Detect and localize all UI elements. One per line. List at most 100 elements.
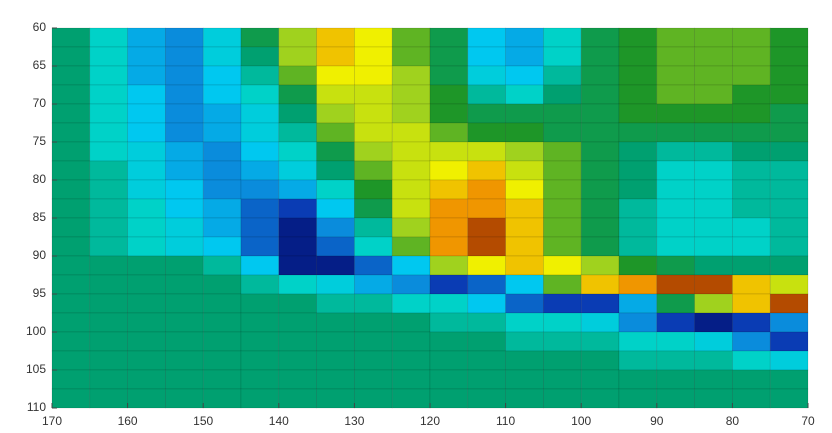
heat-cell — [467, 388, 506, 409]
heat-cell — [240, 65, 280, 86]
heat-cell — [127, 103, 166, 124]
heat-cell — [467, 331, 506, 352]
heat-cell — [165, 350, 204, 371]
heat-cell — [580, 312, 620, 333]
heat-cell — [543, 198, 582, 219]
heat-cell — [354, 27, 393, 48]
heat-cell — [580, 369, 620, 390]
heat-cell — [429, 103, 469, 124]
heat-cell — [127, 179, 166, 200]
x-tick-label: 170 — [42, 414, 62, 428]
x-tick-label: 160 — [118, 414, 138, 428]
heat-cell — [732, 46, 771, 67]
heat-cell — [543, 350, 582, 371]
heat-cell — [278, 331, 317, 352]
heat-cell — [732, 350, 771, 371]
heat-cell — [354, 255, 393, 276]
heat-cell — [467, 350, 506, 371]
heat-cell — [505, 236, 544, 257]
heat-cell — [202, 274, 242, 295]
heat-cell — [732, 312, 771, 333]
heat-cell — [543, 331, 582, 352]
y-tick-label: 60 — [33, 20, 47, 34]
heat-cell — [165, 46, 204, 67]
heat-cell — [732, 217, 771, 238]
heat-cell — [505, 388, 544, 409]
heat-cell — [165, 198, 204, 219]
heat-cell — [202, 198, 242, 219]
heat-cell — [316, 255, 355, 276]
heat-cell — [278, 236, 317, 257]
heat-cell — [618, 122, 658, 143]
heat-cell — [505, 331, 544, 352]
heat-cell — [51, 217, 91, 238]
heat-cell — [278, 198, 317, 219]
heat-cell — [354, 46, 393, 67]
heat-cell — [316, 198, 355, 219]
heat-cell — [202, 141, 242, 162]
heat-cell — [89, 369, 128, 390]
heat-cell — [580, 388, 620, 409]
heat-cell — [316, 179, 355, 200]
heat-cell — [354, 274, 393, 295]
heat-cell — [202, 255, 242, 276]
heat-cell — [694, 388, 733, 409]
y-tick-label: 110 — [27, 400, 46, 414]
heat-cell — [202, 331, 242, 352]
heat-cell — [202, 160, 242, 181]
heat-cell — [202, 122, 242, 143]
heat-cell — [732, 65, 771, 86]
heat-cell — [278, 65, 317, 86]
heat-cell — [354, 160, 393, 181]
heat-cell — [505, 103, 544, 124]
heat-cell — [618, 103, 658, 124]
heat-cell — [89, 331, 128, 352]
heat-cell — [240, 141, 280, 162]
heat-cell — [391, 236, 431, 257]
heat-cell — [732, 331, 771, 352]
heat-cell — [51, 388, 91, 409]
heat-cell — [732, 236, 771, 257]
heat-cell — [89, 350, 128, 371]
heat-cell — [391, 198, 431, 219]
heat-cell — [618, 331, 658, 352]
heat-cell — [769, 27, 809, 48]
heat-cell — [89, 122, 128, 143]
heat-cell — [769, 122, 809, 143]
heat-cell — [694, 331, 733, 352]
heat-cell — [505, 198, 544, 219]
heat-cell — [127, 198, 166, 219]
heat-cell — [618, 369, 658, 390]
heat-cell — [51, 160, 91, 181]
heat-cell — [278, 388, 317, 409]
heat-cell — [769, 65, 809, 86]
heat-cell — [505, 46, 544, 67]
heat-cell — [202, 217, 242, 238]
heat-cell — [429, 141, 469, 162]
heat-cell — [505, 293, 544, 314]
heat-cell — [618, 255, 658, 276]
heat-cell — [656, 312, 695, 333]
heat-cell — [505, 27, 544, 48]
heat-cell — [391, 160, 431, 181]
heat-cell — [202, 46, 242, 67]
heat-cell — [89, 65, 128, 86]
heat-cell — [505, 122, 544, 143]
heat-cell — [354, 350, 393, 371]
x-tick-label: 150 — [193, 414, 213, 428]
heat-cell — [694, 255, 733, 276]
heat-cell — [505, 179, 544, 200]
heat-cell — [391, 293, 431, 314]
heat-cell — [202, 103, 242, 124]
heat-cell — [202, 27, 242, 48]
heat-cell — [769, 217, 809, 238]
x-tick-label: 80 — [726, 414, 740, 428]
heat-cell — [694, 350, 733, 371]
heat-cell — [202, 312, 242, 333]
heat-cell — [165, 369, 204, 390]
heat-cell — [391, 179, 431, 200]
heat-cell — [618, 236, 658, 257]
heat-cell — [580, 27, 620, 48]
heat-cell — [127, 350, 166, 371]
heat-cell — [618, 46, 658, 67]
